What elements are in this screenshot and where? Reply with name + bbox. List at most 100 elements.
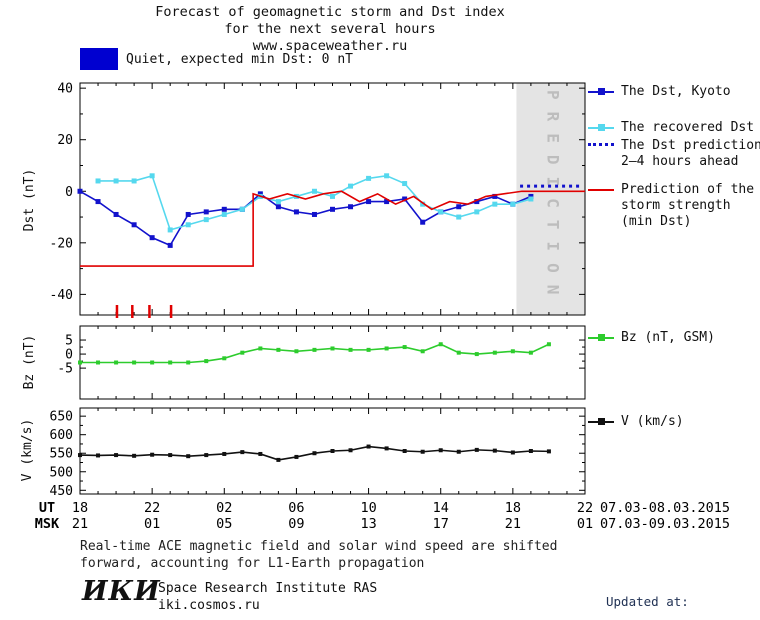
updated-title: Updated at: (606, 594, 689, 609)
series-marker (185, 222, 191, 228)
legend-label: The Dst, Kyoto (621, 84, 731, 99)
y-tick-label: 500 (50, 465, 73, 480)
series-marker (456, 214, 462, 220)
series-marker (492, 193, 498, 199)
series-marker (438, 342, 443, 347)
axis-text: UT (39, 500, 55, 516)
status-label: Quiet, expected min Dst: 0 nT (126, 51, 353, 67)
series-marker (221, 211, 227, 217)
y-tick-label: 0 (65, 348, 73, 363)
series-marker (330, 346, 335, 351)
series-marker (275, 199, 281, 205)
v-chart: 650 600 550 500 450 (50, 407, 586, 498)
series-marker (420, 449, 425, 454)
series-marker (222, 356, 227, 361)
series-marker (402, 449, 407, 453)
series-marker (492, 350, 497, 355)
institute-name: Space Research Institute RAS (158, 581, 378, 596)
series-marker (348, 448, 353, 453)
series-marker (95, 178, 101, 184)
dst-axis-label: Dst (nT) (22, 168, 37, 232)
series-marker (546, 342, 551, 347)
axis-text: 18 (505, 500, 521, 516)
series-marker (366, 199, 372, 205)
series-marker (474, 199, 480, 205)
series-marker (204, 359, 209, 364)
series-marker (113, 211, 119, 217)
axis-text: MSK (35, 516, 60, 532)
series-marker (366, 175, 372, 181)
axis-text: 07.03-09.03.2015 (600, 516, 730, 532)
series-marker (131, 222, 137, 228)
series-marker (474, 352, 479, 357)
series-marker (384, 199, 390, 205)
dst-kyoto-marker-icon (588, 85, 614, 99)
propagation-note: Real-time ACE magnetic field and solar w… (80, 538, 557, 572)
legend-item-bz: Bz (nT, GSM) (588, 330, 715, 346)
series-line (80, 190, 585, 267)
y-tick-label: 650 (50, 410, 73, 425)
series-marker (167, 227, 173, 233)
series-line (98, 174, 532, 231)
axis-text: 01 (577, 516, 593, 532)
series-marker (203, 209, 209, 215)
series-marker (294, 454, 299, 459)
series-marker (221, 206, 227, 212)
bz-marker-icon (588, 331, 614, 345)
series-marker (186, 360, 191, 365)
status-color-swatch (80, 48, 118, 70)
y-tick-label: 20 (57, 133, 73, 148)
legend-item-recovered-dst: The recovered Dst (588, 120, 754, 136)
series-marker (204, 453, 209, 458)
note-line-1: Real-time ACE magnetic field and solar w… (80, 539, 558, 554)
series-marker (311, 188, 317, 194)
series-marker (330, 449, 335, 453)
legend-label: The recovered Dst (621, 120, 755, 135)
updated-block: Updated at: UT 18:04, 08.03.2015 MSK 21:… (606, 562, 760, 620)
axis-text: 21 (72, 516, 88, 532)
series-marker (348, 347, 353, 352)
institute-site: iki.cosmos.ru (158, 598, 260, 613)
axis-text: 18 (72, 500, 88, 516)
axis-text: 17 (433, 516, 449, 532)
axis-text: 21 (505, 516, 521, 532)
series-marker (456, 350, 461, 355)
series-marker (510, 450, 515, 455)
legend-item-dst-prediction: The Dst prediction 2–4 hours ahead (588, 138, 760, 170)
series-marker (114, 453, 119, 458)
y-tick-label: -5 (57, 362, 73, 377)
series-marker (96, 360, 101, 365)
series-marker (167, 242, 173, 248)
series-marker (546, 449, 551, 454)
title-line-1: Forecast of geomagnetic storm and Dst in… (155, 4, 505, 20)
y-tick-label: 5 (65, 334, 73, 349)
series-marker (366, 347, 371, 352)
series-marker (311, 211, 317, 217)
dotted-line-marker-icon (588, 139, 614, 153)
series-marker (438, 209, 444, 215)
y-tick-label: 450 (50, 484, 73, 498)
series-marker (78, 453, 82, 458)
series-marker (528, 350, 533, 355)
series-marker (78, 360, 82, 365)
series-marker (114, 360, 119, 365)
series-marker (131, 178, 137, 184)
series-marker (402, 181, 408, 187)
axis-text: 09 (288, 516, 304, 532)
series-marker (474, 447, 479, 452)
title-line-2: for the next several hours (224, 21, 436, 37)
series-marker (168, 360, 173, 365)
axis-text: 01 (144, 516, 160, 532)
red-line-marker-icon (588, 183, 614, 197)
series-marker (312, 347, 317, 352)
series-marker (239, 206, 245, 212)
bz-chart: 50-5 (57, 325, 586, 400)
series-marker (330, 193, 335, 199)
legend-label: Bz (nT, GSM) (621, 330, 715, 345)
axis-text: 02 (216, 500, 232, 516)
institute-block: Space Research Institute RAS iki.cosmos.… (158, 580, 377, 614)
series-marker (528, 196, 534, 202)
series-marker (149, 235, 155, 241)
legend-item-storm-prediction: Prediction of the storm strength (min Dst) (588, 182, 754, 230)
